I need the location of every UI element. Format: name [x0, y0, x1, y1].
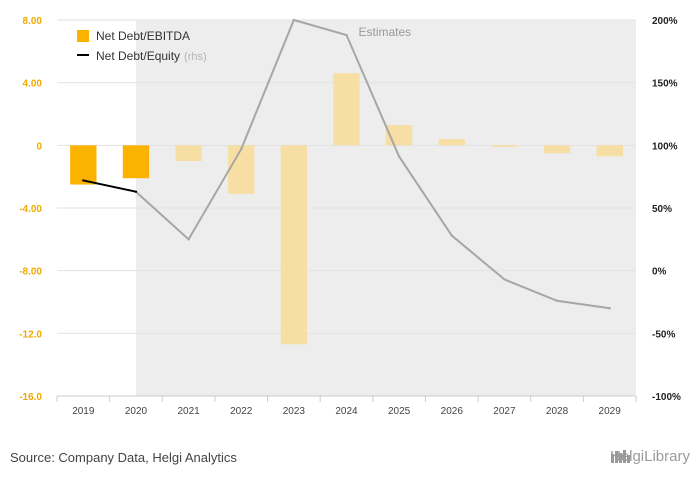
point-2019 — [82, 179, 85, 182]
line-net-debt-equity-estimates — [135, 18, 610, 310]
bar-series — [70, 73, 623, 345]
brand-logo[interactable]: HelgiLibrary — [610, 448, 690, 465]
x-tick-label-2028: 2028 — [546, 406, 569, 417]
y-right-tick-label: 150% — [652, 79, 678, 90]
bar-2020 — [122, 145, 150, 179]
source-note: Source: Company Data, Helgi Analytics — [10, 450, 237, 465]
brand-name: HelgiLibrary — [609, 448, 690, 465]
point-2020 — [134, 190, 138, 193]
x-tick-label-2021: 2021 — [177, 406, 200, 417]
bar-2026 — [438, 139, 465, 146]
library-icon — [610, 450, 630, 463]
x-tick-label-2029: 2029 — [599, 406, 622, 417]
line-net-debt-equity-actual — [83, 179, 137, 193]
y-left-tick-label: -12.0 — [19, 329, 42, 340]
point-2024 — [345, 33, 348, 37]
bar-2027 — [491, 145, 518, 147]
bar-2021 — [175, 145, 202, 161]
axes: 8.00 4.00 0 -4.00 -8.00 -12.0 -16.0 200% 150% 100… — [19, 16, 681, 417]
legend-line-suffix: (rhs) — [184, 51, 207, 63]
line-series — [82, 18, 611, 310]
bar-2023 — [280, 145, 308, 345]
y-right-tick-label: 200% — [652, 16, 678, 27]
x-tick-label-2020: 2020 — [125, 406, 148, 417]
bar-2019 — [70, 145, 97, 185]
bar-2028 — [543, 145, 571, 154]
point-2028 — [555, 299, 559, 302]
x-tick-label-2022: 2022 — [230, 406, 253, 417]
bar-2024 — [333, 73, 360, 146]
point-2029 — [608, 307, 611, 310]
estimates-label: Estimates — [359, 25, 412, 39]
chart-svg: 8.00 4.00 0 -4.00 -8.00 -12.0 -16.0 200% 150% 100… — [19, 16, 681, 417]
x-tick-label-2026: 2026 — [441, 406, 464, 417]
y-left-tick-label: -8.00 — [19, 267, 42, 278]
legend-label-bar: Net Debt/EBITDA — [96, 29, 190, 43]
point-2025 — [397, 155, 401, 158]
point-2022 — [240, 147, 243, 151]
x-tick-label-2019: 2019 — [72, 406, 95, 417]
y-left-tick-label: -16.0 — [19, 392, 42, 403]
legend-swatch-bar — [77, 30, 89, 42]
point-2027 — [503, 278, 506, 281]
x-tick-label-2023: 2023 — [283, 406, 306, 417]
x-tick-label-2024: 2024 — [335, 406, 358, 417]
bar-2022 — [228, 145, 255, 194]
legend-label-line: Net Debt/Equity (rhs) — [96, 49, 207, 63]
y-right-tick-label: 50% — [652, 204, 672, 215]
y-left-tick-label: 0 — [36, 141, 42, 152]
y-right-tick-label: -100% — [652, 392, 681, 403]
legend-line-name: Net Debt/Equity — [96, 49, 180, 63]
y-left-tick-label: -4.00 — [19, 204, 42, 215]
y-right-tick-label: -50% — [652, 329, 675, 340]
x-tick-label-2027: 2027 — [493, 406, 516, 417]
point-2026 — [450, 234, 453, 237]
point-2023 — [292, 18, 296, 22]
y-left-tick-label: 4.00 — [23, 79, 43, 90]
bar-2029 — [596, 145, 623, 157]
point-2021 — [187, 238, 190, 241]
y-right-tick-label: 100% — [652, 141, 678, 152]
y-right-tick-label: 0% — [652, 267, 667, 278]
legend: Net Debt/EBITDA Net Debt/Equity (rhs) — [77, 29, 207, 63]
y-left-tick-label: 8.00 — [23, 16, 43, 27]
x-tick-label-2025: 2025 — [388, 406, 411, 417]
